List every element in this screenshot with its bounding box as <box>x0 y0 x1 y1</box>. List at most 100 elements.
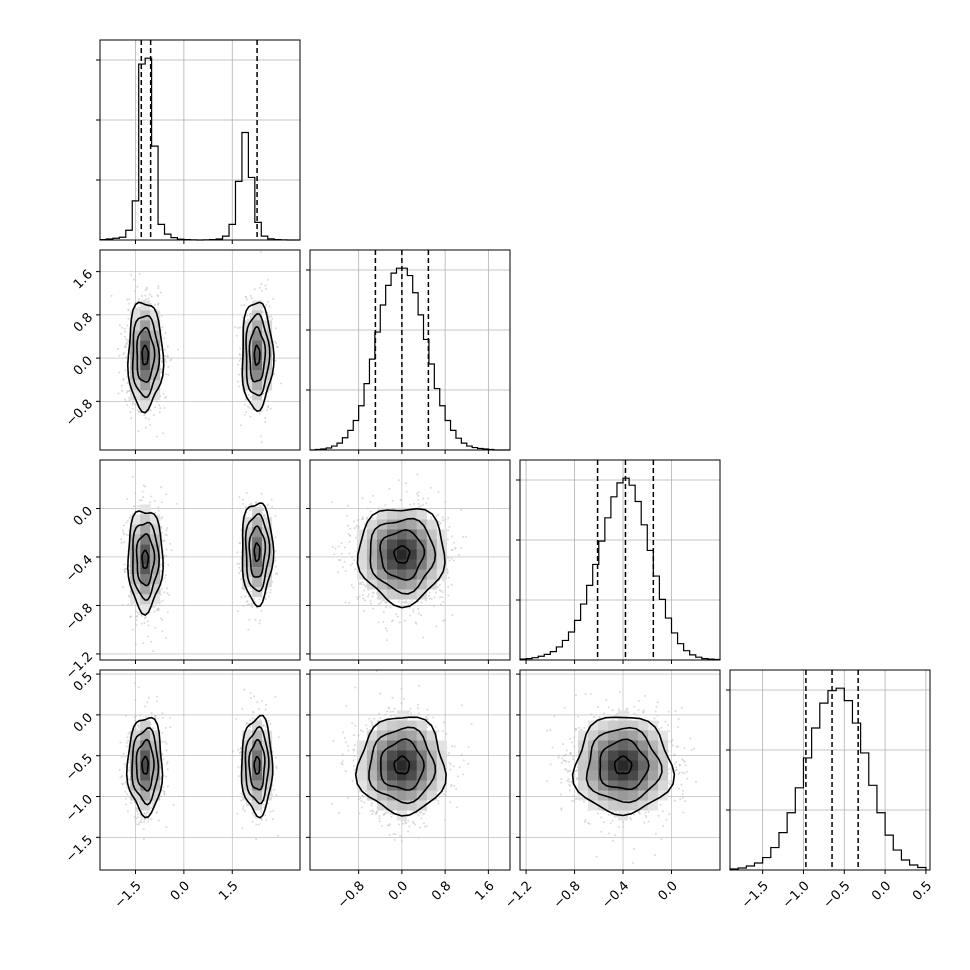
scatter-point <box>275 342 278 345</box>
scatter-point <box>428 591 431 594</box>
scatter-point <box>465 535 467 538</box>
scatter-point <box>265 288 268 290</box>
scatter-point <box>152 650 155 653</box>
scatter-point <box>428 597 431 600</box>
scatter-point <box>160 501 163 504</box>
scatter-point <box>240 578 243 581</box>
density-cell <box>150 524 161 535</box>
density-cell <box>262 537 273 548</box>
scatter-point <box>166 345 169 348</box>
scatter-point <box>272 297 275 300</box>
scatter-point <box>245 411 248 414</box>
scatter-point <box>371 595 374 598</box>
scatter-point <box>240 424 243 427</box>
scatter-point <box>152 414 155 417</box>
scatter-point <box>176 348 179 351</box>
scatter-point <box>369 599 372 602</box>
scatter-point <box>250 297 253 300</box>
scatter-point <box>143 414 146 417</box>
density-cell <box>262 320 273 331</box>
scatter-point <box>250 602 253 605</box>
scatter-panel-1-2 <box>99 249 301 451</box>
scatter-point <box>264 284 267 287</box>
scatter-point <box>260 435 263 438</box>
scatter-point <box>128 298 131 300</box>
density-cell <box>150 320 161 331</box>
scatter-point <box>126 382 129 384</box>
density-cell <box>252 537 263 548</box>
scatter-point <box>354 568 357 571</box>
scatter-point <box>126 390 129 392</box>
scatter-point <box>238 359 241 362</box>
scatter-point <box>384 627 387 630</box>
scatter-point <box>340 542 343 545</box>
scatter-point <box>347 504 349 507</box>
scatter-point <box>361 581 364 584</box>
scatter-point <box>356 598 359 601</box>
scatter-point <box>331 501 334 504</box>
scatter-point <box>127 309 130 312</box>
scatter-point <box>122 531 125 534</box>
scatter-point <box>145 298 148 301</box>
scatter-point <box>124 335 127 338</box>
scatter-point <box>137 430 140 433</box>
scatter-point <box>158 411 161 414</box>
scatter-point <box>238 385 240 388</box>
scatter-point <box>125 345 128 348</box>
density-cell <box>140 360 151 371</box>
scatter-point <box>135 615 138 618</box>
scatter-point <box>369 500 372 503</box>
contour-level-2 <box>245 313 271 397</box>
scatter-point <box>121 529 124 532</box>
scatter-point <box>135 610 138 613</box>
scatter-point <box>355 536 357 539</box>
scatter-point <box>444 619 446 622</box>
scatter-point <box>248 603 251 606</box>
density-cell <box>252 567 263 578</box>
histogram-1-frame <box>99 39 301 241</box>
scatter-point <box>167 373 170 376</box>
scatter-point <box>165 534 168 537</box>
density-cell <box>252 507 263 518</box>
scatter-point <box>254 618 257 621</box>
density-cell <box>252 577 263 588</box>
scatter-point <box>118 324 121 327</box>
scatter-point <box>353 520 356 523</box>
scatter-panel-1-2-content <box>100 250 300 450</box>
scatter-point <box>243 304 246 307</box>
scatter-point <box>123 568 126 571</box>
density-cell <box>262 360 273 371</box>
scatter-point <box>122 524 125 527</box>
scatter-point <box>157 506 160 509</box>
density-cell <box>252 557 263 568</box>
contour-level-3 <box>248 325 267 383</box>
scatter-point <box>444 500 447 503</box>
scatter-panel-1-3-content <box>100 460 300 660</box>
contour-level-4 <box>253 344 261 366</box>
scatter-point <box>149 409 152 412</box>
scatter-point <box>134 301 137 304</box>
scatter-point <box>447 576 450 579</box>
scatter-point <box>246 603 249 606</box>
scatter-point <box>156 607 159 610</box>
scatter-point <box>126 376 129 379</box>
scatter-point <box>351 555 354 558</box>
scatter-point <box>271 317 274 320</box>
scatter-point <box>442 600 445 603</box>
density-cell <box>242 380 253 391</box>
scatter-point <box>156 435 158 438</box>
scatter-point <box>249 313 252 315</box>
scatter-point <box>460 546 462 549</box>
scatter-point <box>264 420 267 423</box>
density-cell <box>130 370 141 381</box>
scatter-point <box>447 517 450 520</box>
scatter-point <box>365 584 368 587</box>
scatter-point <box>154 406 156 409</box>
scatter-point <box>246 599 249 602</box>
histogram-panel-4 <box>726 669 931 871</box>
scatter-point <box>148 293 151 296</box>
scatter-point <box>131 628 134 631</box>
scatter-point <box>166 587 169 590</box>
scatter-point <box>362 583 365 586</box>
contour-level-1 <box>126 301 165 414</box>
